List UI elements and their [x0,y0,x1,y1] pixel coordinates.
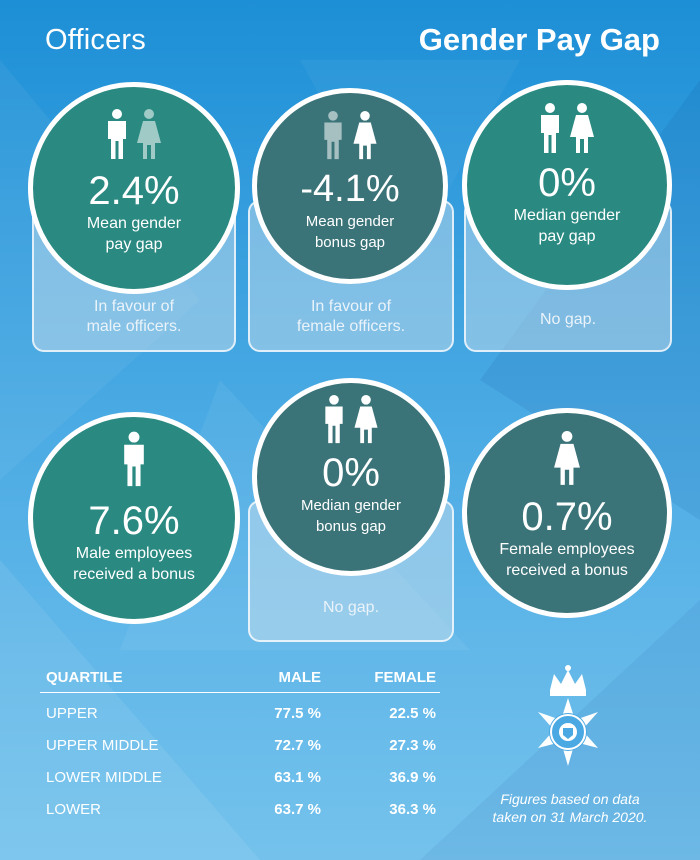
stat-label-1: Female employees [499,541,635,558]
stat-circle-median-bonus-gap: 0% Median gender bonus gap [252,378,450,576]
stat-circle-mean-bonus-gap: -4.1% Mean gender bonus gap [252,88,448,284]
stat-label-1: Mean gender [305,213,395,230]
footnote: Figures based on data taken on 31 March … [470,790,670,826]
stat-label-2: pay gap [105,236,163,253]
table-row: LOWER MIDDLE 63.1 % 36.9 % [40,761,440,793]
stat-value: -4.1% [300,168,400,210]
female-value: 27.3 % [389,736,436,754]
quartile-name: LOWER MIDDLE [46,768,162,786]
note-line-1: No gap. [539,311,597,328]
stat-value: 2.4% [88,169,180,213]
header-quartile: QUARTILE [46,668,123,686]
quartile-name: UPPER MIDDLE [46,736,159,754]
header-female: FEMALE [374,668,436,686]
female-icon [353,111,377,160]
stat-circle-mean-pay-gap: 2.4% Mean gender pay gap [28,82,240,294]
quartile-name: LOWER [46,800,102,818]
stat-value: 7.6% [88,499,180,543]
stat-circle-median-pay-gap: 0% Median gender pay gap [462,80,672,290]
stat-value: 0% [538,161,596,205]
stat-circle-female-bonus: 0.7% Female employees received a bonus [462,408,672,618]
male-icon [124,431,144,487]
footnote-line-2: taken on 31 March 2020. [492,809,648,825]
female-value: 36.3 % [389,800,436,818]
male-value: 72.7 % [274,736,321,754]
note-line-1: In favour of [310,298,392,315]
stat-label-1: Median gender [513,207,621,224]
male-icon [325,395,343,444]
male-icon-faded [324,111,342,160]
table-row: UPPER 77.5 % 22.5 % [40,697,440,729]
female-icon [570,103,594,153]
quartile-table: QUARTILE MALE FEMALE UPPER 77.5 % 22.5 %… [40,662,440,825]
stat-label-1: Mean gender [86,215,182,232]
stat-label-2: received a bonus [506,562,628,579]
stat-circle-male-bonus: 7.6% Male employees received a bonus [28,412,240,624]
note-line-1: No gap. [322,599,380,616]
stat-label-2: bonus gap [314,234,386,251]
stat-label-2: received a bonus [73,566,195,583]
stat-value: 0.7% [521,495,613,539]
footnote-line-1: Figures based on data [500,791,640,807]
female-icon-faded [137,109,161,159]
female-icon [554,431,580,485]
stat-label-1: Median gender [300,497,402,514]
table-row: LOWER 63.7 % 36.3 % [40,793,440,825]
stat-value: 0% [322,451,380,495]
female-icon [354,395,378,444]
quartile-table-header: QUARTILE MALE FEMALE [40,662,440,693]
header-male: MALE [278,668,322,686]
table-row: UPPER MIDDLE 72.7 % 27.3 % [40,729,440,761]
note-line-2: female officers. [296,318,406,335]
note-line-2: male officers. [86,318,182,335]
male-value: 63.1 % [274,768,321,786]
stat-label-1: Male employees [75,545,193,562]
female-value: 36.9 % [389,768,436,786]
stat-label-2: bonus gap [315,518,387,535]
male-icon [541,103,559,153]
section-title: Officers [45,24,146,56]
male-icon [108,109,126,159]
quartile-name: UPPER [46,704,98,722]
male-value: 63.7 % [274,800,321,818]
male-value: 77.5 % [274,704,321,722]
sussex-police-crest-logo [538,665,598,766]
page-title: Gender Pay Gap [418,22,660,57]
note-line-1: In favour of [93,298,175,315]
female-value: 22.5 % [389,704,436,722]
stat-label-2: pay gap [538,228,596,245]
